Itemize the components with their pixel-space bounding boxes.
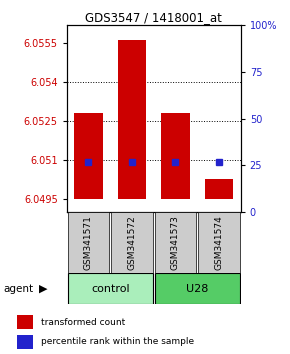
Bar: [111, 212, 153, 273]
Title: GDS3547 / 1418001_at: GDS3547 / 1418001_at: [85, 11, 222, 24]
Bar: [68, 273, 153, 304]
Text: GSM341572: GSM341572: [127, 215, 137, 270]
Text: GSM341571: GSM341571: [84, 215, 93, 270]
Bar: [68, 212, 109, 273]
Bar: [155, 273, 240, 304]
Text: transformed count: transformed count: [41, 318, 125, 327]
Bar: [205, 178, 233, 199]
Text: control: control: [91, 284, 130, 293]
Bar: [17, 335, 33, 348]
Text: percentile rank within the sample: percentile rank within the sample: [41, 337, 194, 347]
Text: U28: U28: [186, 284, 209, 293]
Text: agent: agent: [3, 284, 33, 293]
Bar: [17, 315, 33, 329]
Text: GSM341574: GSM341574: [214, 215, 224, 270]
Bar: [155, 212, 196, 273]
Text: GSM341573: GSM341573: [171, 215, 180, 270]
Bar: [161, 113, 190, 199]
Bar: [198, 212, 240, 273]
Text: ▶: ▶: [39, 284, 48, 293]
Bar: [74, 113, 103, 199]
Bar: [118, 40, 146, 199]
